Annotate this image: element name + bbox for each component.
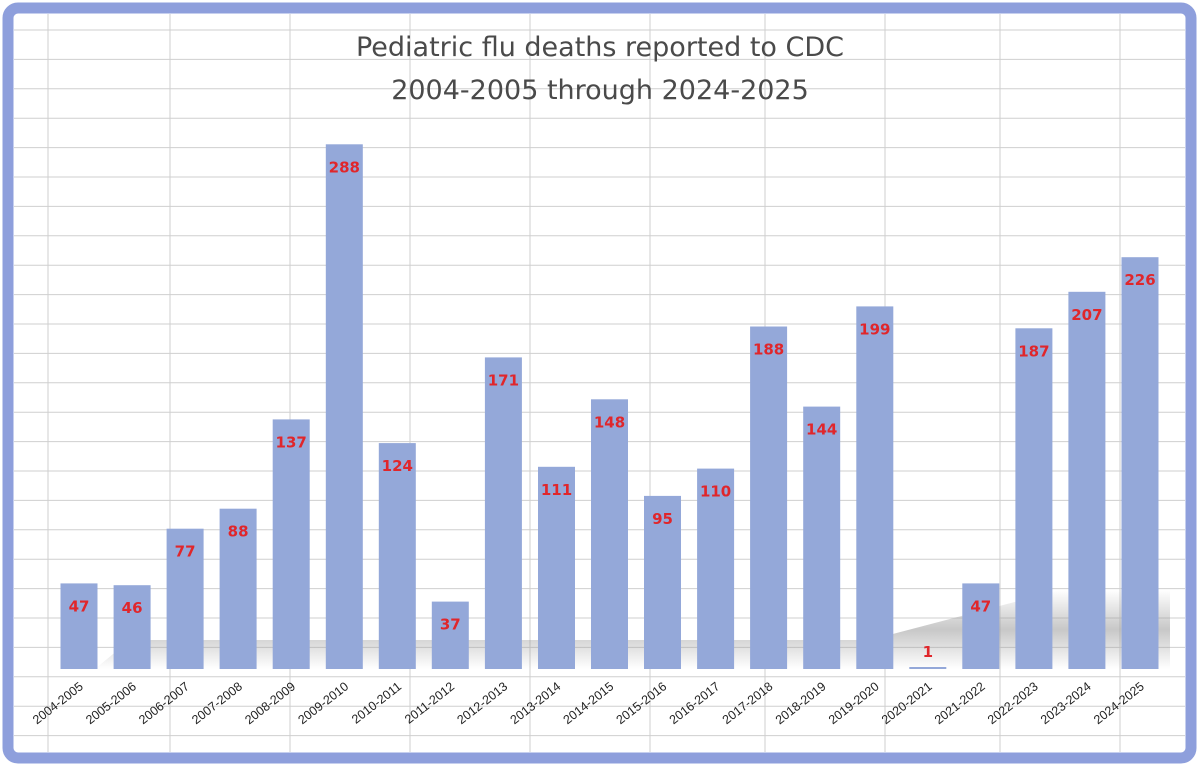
value-label-2013-2014: 111 <box>541 481 572 499</box>
value-label-2023-2024: 207 <box>1071 306 1102 324</box>
value-label-2004-2005: 47 <box>69 597 90 615</box>
grid <box>14 14 1185 752</box>
value-label-2014-2015: 148 <box>594 413 625 431</box>
bar-2009-2010 <box>325 144 363 670</box>
bar-2011-2012 <box>431 601 469 669</box>
value-label-2012-2013: 171 <box>488 371 519 389</box>
value-label-2016-2017: 110 <box>700 483 731 501</box>
bar-2014-2015 <box>591 399 628 669</box>
bar-2023-2024 <box>1068 291 1106 669</box>
chart-title: Pediatric flu deaths reported to CDC <box>356 32 844 63</box>
value-label-2015-2016: 95 <box>652 510 673 528</box>
bar-2013-2014 <box>538 466 575 669</box>
bar-2022-2023 <box>1015 328 1053 669</box>
value-label-2020-2021: 1 <box>923 643 933 661</box>
bar-2015-2016 <box>644 495 681 669</box>
chart-subtitle: 2004-2005 through 2024-2025 <box>391 75 809 106</box>
value-label-2019-2020: 199 <box>859 320 890 338</box>
value-label-2008-2009: 137 <box>276 433 307 451</box>
bar-2021-2022 <box>962 583 1000 669</box>
value-label-2005-2006: 46 <box>122 599 143 617</box>
bar-shadows <box>95 590 1170 669</box>
value-label-2021-2022: 47 <box>970 597 991 615</box>
bar-2005-2006 <box>113 585 151 669</box>
bar-2020-2021 <box>909 667 947 669</box>
bar-2017-2018 <box>750 326 788 669</box>
value-label-2024-2025: 226 <box>1124 271 1155 289</box>
value-label-2011-2012: 37 <box>440 616 461 634</box>
bar-2007-2008 <box>219 508 257 669</box>
value-label-2010-2011: 124 <box>382 457 413 475</box>
value-label-2007-2008: 88 <box>228 523 249 541</box>
bar-2010-2011 <box>378 443 416 669</box>
floor-shadow <box>95 590 1170 669</box>
value-labels: 47 46 77 88 137 288 124 37 171 111 148 95 110 188 144 1… <box>69 158 1156 661</box>
value-label-2017-2018: 188 <box>753 341 784 359</box>
value-label-2018-2019: 144 <box>806 421 837 439</box>
value-label-2006-2007: 77 <box>175 543 196 561</box>
value-label-2022-2023: 187 <box>1018 342 1049 360</box>
bars <box>60 144 1159 670</box>
bar-2006-2007 <box>166 528 204 669</box>
bar-2024-2025 <box>1121 257 1159 669</box>
bar-2012-2013 <box>484 357 522 669</box>
bar-2019-2020 <box>856 306 894 669</box>
bar-2018-2019 <box>803 406 841 669</box>
bar-2004-2005 <box>60 583 98 669</box>
value-label-2009-2010: 288 <box>329 158 360 176</box>
bar-2016-2017 <box>697 468 735 669</box>
bar-2008-2009 <box>272 419 310 669</box>
